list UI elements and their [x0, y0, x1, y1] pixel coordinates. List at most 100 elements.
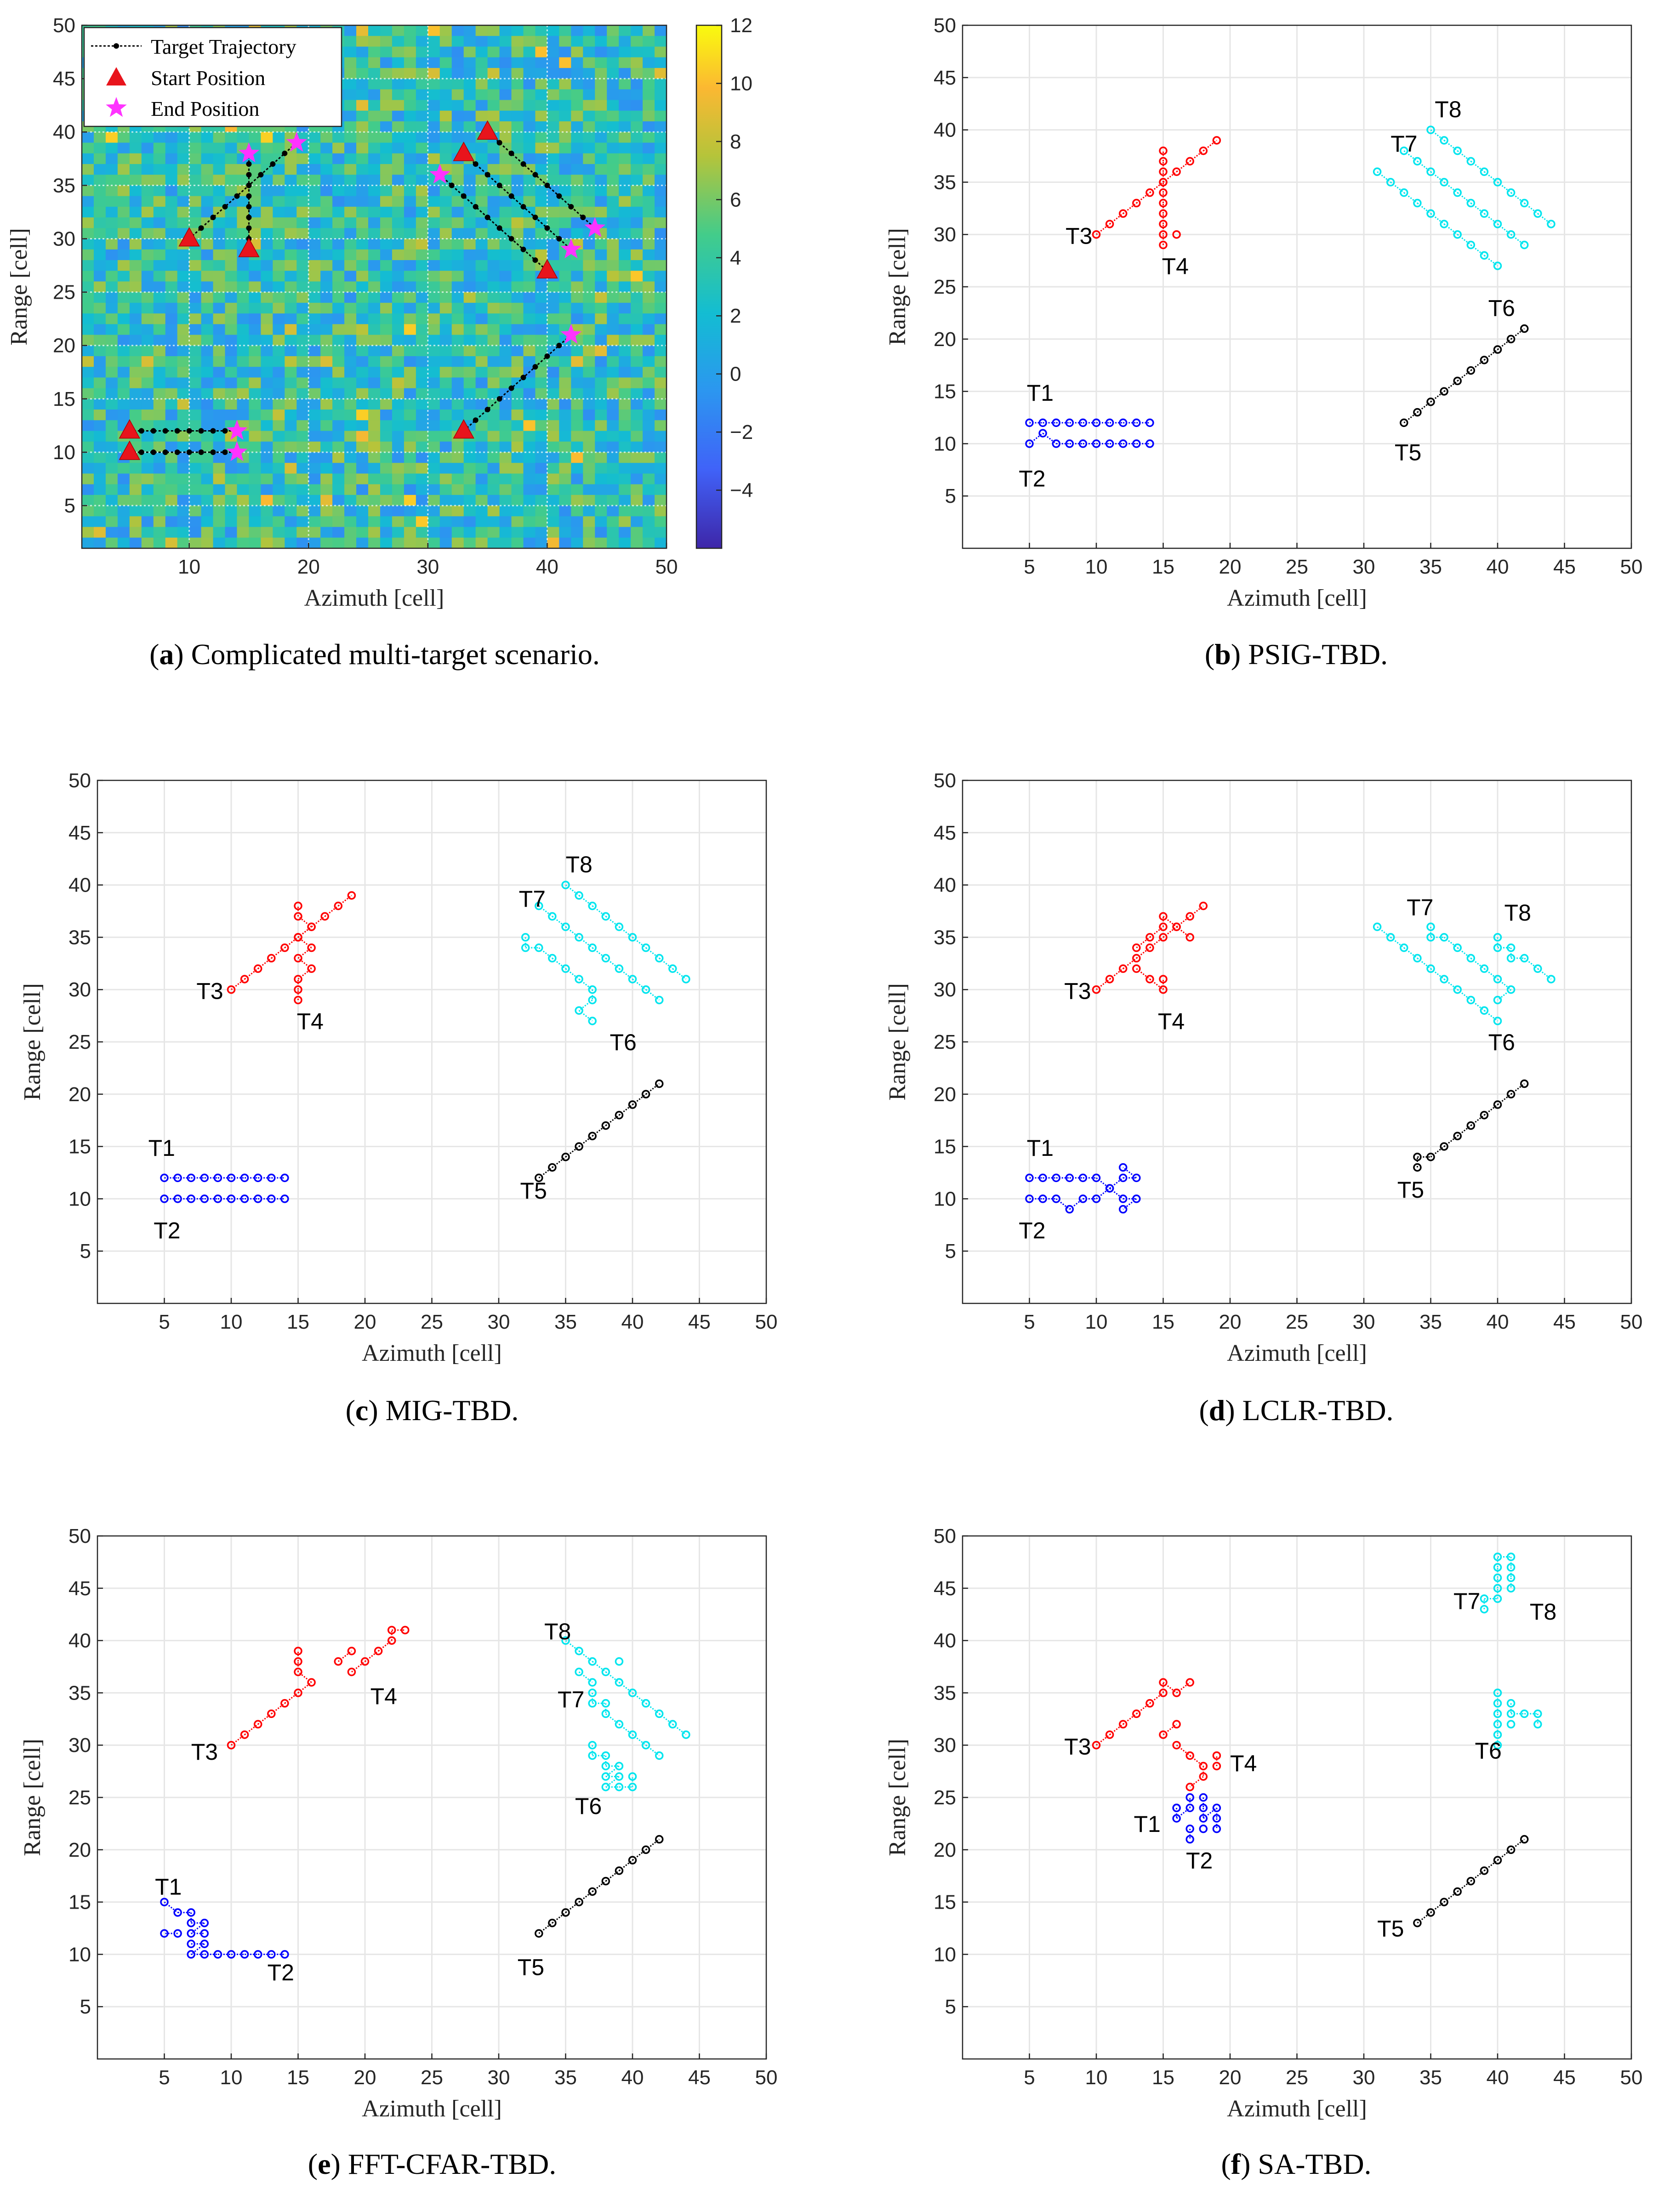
heatmap-cell: [82, 196, 94, 207]
heatmap-cell: [153, 196, 166, 207]
heatmap-cell: [344, 175, 357, 186]
point-cyan: [1466, 240, 1476, 250]
heatmap-cell: [273, 335, 285, 346]
heatmap-cell: [380, 441, 393, 453]
heatmap-cell: [427, 132, 440, 143]
heatmap-cell: [463, 441, 476, 453]
point-red: [1105, 975, 1114, 984]
heatmap-cell: [559, 292, 571, 303]
heatmap-cell: [344, 132, 357, 143]
heatmap-cell: [129, 335, 142, 346]
heatmap-cell: [404, 335, 416, 346]
heatmap-cell: [380, 132, 393, 143]
heatmap-cell: [595, 46, 607, 58]
heatmap-cell: [213, 377, 226, 389]
heatmap-cell: [643, 463, 655, 474]
heatmap-cell: [332, 345, 345, 357]
point-black: [588, 1887, 597, 1896]
heatmap-cell: [404, 260, 416, 271]
heatmap-cell: [380, 79, 393, 90]
heatmap-cell: [427, 537, 440, 549]
heatmap-cell: [129, 377, 142, 389]
heatmap-cell: [439, 452, 452, 463]
heatmap-cell: [571, 185, 583, 197]
heatmap-cell: [511, 185, 524, 197]
heatmap-cell: [535, 164, 548, 175]
heatmap-cell: [213, 281, 226, 293]
heatmap-cell: [655, 68, 667, 79]
point-red: [1105, 1730, 1114, 1739]
heatmap-cell: [427, 495, 440, 506]
heatmap-cell: [535, 292, 548, 303]
heatmap-cell: [213, 196, 226, 207]
point-cyan: [548, 912, 557, 921]
heatmap-cell: [631, 356, 643, 367]
point-cyan: [1426, 167, 1435, 176]
heatmap-cell: [249, 260, 261, 271]
heatmap-cell: [427, 398, 440, 410]
series: [1025, 125, 1556, 448]
point-red: [280, 943, 289, 952]
heatmap-cell: [439, 377, 452, 389]
heatmap-cell: [117, 516, 130, 528]
heatmap-cell: [487, 398, 500, 410]
panel-e: 5 10 15 20 25 30 35 40 45 505101520253035404550Az…: [19, 1525, 777, 2180]
heatmap-cell: [583, 537, 595, 549]
heatmap-cell: [392, 185, 405, 197]
heatmap-cell: [547, 537, 559, 549]
heatmap-cell: [595, 132, 607, 143]
heatmap-cell: [249, 228, 261, 239]
heatmap-cell: [296, 324, 309, 335]
point-cyan: [575, 1006, 583, 1015]
heatmap-cell: [93, 345, 106, 357]
heatmap-cell: [607, 271, 619, 282]
heatmap-cell: [631, 142, 643, 154]
end-marker: [429, 164, 450, 184]
heatmap-cell: [392, 377, 405, 389]
heatmap-cell: [607, 463, 619, 474]
heatmap-cell: [273, 196, 285, 207]
heatmap-cell: [332, 313, 345, 324]
heatmap-cell: [189, 142, 202, 154]
heatmap-cell: [535, 506, 548, 517]
point-black: [615, 1866, 624, 1875]
heatmap-cell: [285, 228, 297, 239]
point-red: [1185, 933, 1194, 942]
heatmap-cell: [547, 335, 559, 346]
point-black: [1506, 1845, 1516, 1854]
point-blue: [1132, 1194, 1141, 1203]
point-cyan: [1520, 954, 1529, 963]
heatmap-cell: [93, 356, 106, 367]
heatmap-cell: [105, 164, 118, 175]
heatmap-cell: [439, 420, 452, 432]
heatmap-cell: [368, 484, 381, 495]
point-blue: [1065, 1205, 1074, 1214]
heatmap-cell: [153, 473, 166, 485]
heatmap-cell: [117, 132, 130, 143]
target-label-T8: T8: [566, 852, 593, 877]
heatmap-cell: [249, 217, 261, 228]
heatmap-cell: [439, 292, 452, 303]
target-label-T8: T8: [1504, 900, 1531, 926]
heatmap-cell: [511, 57, 524, 68]
heatmap-cell: [117, 506, 130, 517]
heatmap-cell: [607, 537, 619, 549]
x-tick-label: 25: [1286, 1311, 1308, 1333]
heatmap-cell: [344, 388, 357, 399]
heatmap-cell: [547, 196, 559, 207]
heatmap-cell: [320, 164, 333, 175]
heatmap-cell: [643, 249, 655, 261]
heatmap-cell: [583, 100, 595, 111]
heatmap-cell: [631, 196, 643, 207]
heatmap-cell: [655, 398, 667, 410]
heatmap-cell: [332, 153, 345, 165]
heatmap-cell: [141, 292, 154, 303]
heatmap-cell: [607, 527, 619, 538]
target-label-T3: T3: [191, 1739, 218, 1765]
heatmap-cell: [165, 281, 178, 293]
heatmap-cell: [571, 292, 583, 303]
heatmap-cell: [344, 367, 357, 378]
point-red: [1159, 157, 1168, 166]
point-cyan: [1506, 188, 1516, 197]
heatmap-cell: [463, 516, 476, 528]
